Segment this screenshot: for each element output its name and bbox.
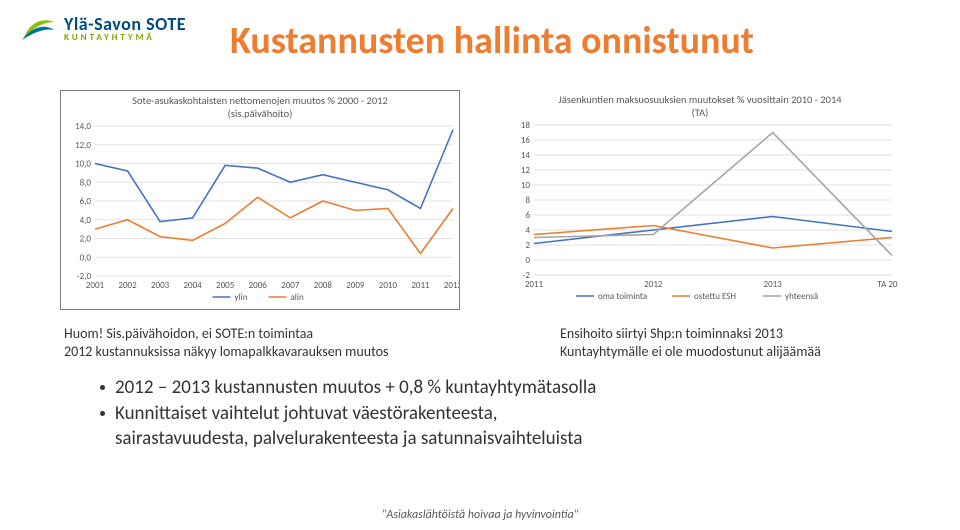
bullet-1-text: 2012 – 2013 kustannusten muutos + 0,8 % … [115,375,596,401]
svg-text:0,0: 0,0 [80,252,92,263]
logo-swoosh-icon [20,10,56,46]
svg-text:4: 4 [525,225,530,236]
svg-text:8,0: 8,0 [80,177,92,188]
note-left: Huom! Sis.päivähoidon, ei SOTE:n toimint… [64,325,388,360]
svg-text:2011: 2011 [525,279,544,290]
svg-text:4,0: 4,0 [80,215,92,226]
svg-text:2010: 2010 [379,280,398,291]
svg-text:TA 2014: TA 2014 [877,279,898,290]
svg-text:2013: 2013 [764,279,783,290]
chart-right-svg: -2024681012141618201120122013TA 2014oma … [500,121,898,307]
svg-text:10,0: 10,0 [75,159,91,170]
footer-tagline: "Asiakaslähtöistä hoivaa ja hyvinvointia… [0,508,960,522]
chart-right-title: Jäsenkuntien maksuosuuksien muutokset % … [500,90,900,121]
logo-line1: Ylä-Savon SOTE [64,15,186,33]
svg-text:alin: alin [291,292,304,303]
bullet-2-line2: sairastavuudesta, palvelurakenteesta ja … [115,427,582,450]
bullet-dot-icon [100,411,105,416]
bullet-2-line1: Kunnittaiset vaihtelut johtuvat väestöra… [115,402,498,425]
note-right-l2: Kuntayhtymälle ei ole muodostunut alijää… [560,343,821,360]
logo: Ylä-Savon SOTE KUNTAYHTYMÄ [20,10,186,46]
svg-text:18: 18 [521,121,531,131]
svg-text:6,0: 6,0 [80,196,92,207]
svg-text:2012: 2012 [644,279,663,290]
svg-text:2011: 2011 [411,280,430,291]
svg-text:10: 10 [521,180,531,191]
svg-text:2003: 2003 [151,280,170,291]
svg-text:oma toiminta: oma toiminta [598,291,647,302]
chart-right-title-l1: Jäsenkuntien maksuosuuksien muutokset % … [558,93,841,106]
svg-text:2,0: 2,0 [80,234,92,245]
chart-left-title-l1: Sote-asukaskohtaisten nettomenojen muuto… [132,94,388,107]
svg-text:8: 8 [525,195,530,206]
chart-right: Jäsenkuntien maksuosuuksien muutokset % … [500,90,900,310]
svg-text:2004: 2004 [184,280,203,291]
svg-text:ylin: ylin [235,292,248,303]
svg-text:2002: 2002 [118,280,137,291]
svg-text:16: 16 [521,135,531,146]
svg-text:14,0: 14,0 [75,122,91,132]
svg-text:2012: 2012 [444,280,459,291]
logo-text: Ylä-Savon SOTE KUNTAYHTYMÄ [64,15,186,42]
svg-text:2001: 2001 [86,280,105,291]
svg-text:2008: 2008 [314,280,333,291]
svg-text:6: 6 [525,210,530,221]
svg-text:14: 14 [521,150,531,161]
bullet-2: Kunnittaiset vaihtelut johtuvat väestöra… [100,401,596,452]
bullet-1: 2012 – 2013 kustannusten muutos + 0,8 % … [100,375,596,401]
svg-text:2009: 2009 [346,280,365,291]
svg-text:yhteensä: yhteensä [785,291,818,302]
svg-text:ostettu ESH: ostettu ESH [694,291,736,302]
svg-text:2005: 2005 [216,280,235,291]
svg-text:12,0: 12,0 [75,140,91,151]
bullet-2-text: Kunnittaiset vaihtelut johtuvat väestöra… [115,401,582,452]
page-title: Kustannusten hallinta onnistunut [230,18,754,64]
chart-right-title-l2: (TA) [692,106,709,119]
chart-left-svg: -2,00,02,04,06,08,010,012,014,0200120022… [61,122,459,308]
svg-text:2006: 2006 [249,280,268,291]
svg-text:0: 0 [525,255,530,266]
svg-text:2: 2 [525,240,530,251]
slide: Ylä-Savon SOTE KUNTAYHTYMÄ Kustannusten … [0,0,960,530]
chart-left-title-l2: (sis.päivähoito) [228,107,293,120]
note-right-l1: Ensihoito siirtyi Shp:n toiminnaksi 2013 [560,325,783,342]
bullet-list: 2012 – 2013 kustannusten muutos + 0,8 % … [100,375,596,452]
chart-left: Sote-asukaskohtaisten nettomenojen muuto… [60,90,460,310]
svg-text:2007: 2007 [281,280,300,291]
note-left-l2: 2012 kustannuksissa näkyy lomapalkkavara… [64,343,388,360]
note-right: Ensihoito siirtyi Shp:n toiminnaksi 2013… [560,325,821,360]
bullet-dot-icon [100,385,105,390]
chart-left-title: Sote-asukaskohtaisten nettomenojen muuto… [61,91,459,122]
svg-text:12: 12 [521,165,531,176]
note-left-l1: Huom! Sis.päivähoidon, ei SOTE:n toimint… [64,325,313,342]
